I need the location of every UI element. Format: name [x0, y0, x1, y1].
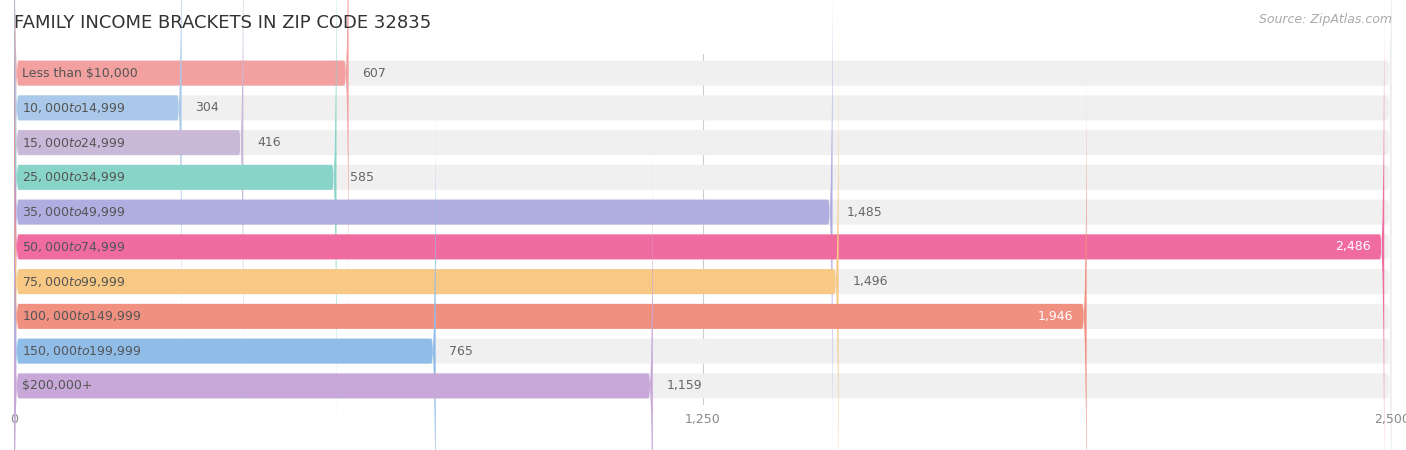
Text: $75,000 to $99,999: $75,000 to $99,999 — [22, 274, 125, 288]
Text: $35,000 to $49,999: $35,000 to $49,999 — [22, 205, 125, 219]
Text: 2,486: 2,486 — [1334, 240, 1371, 253]
FancyBboxPatch shape — [14, 0, 336, 443]
Text: 1,159: 1,159 — [666, 379, 702, 392]
Text: Less than $10,000: Less than $10,000 — [22, 67, 138, 80]
FancyBboxPatch shape — [14, 0, 1392, 374]
Text: 765: 765 — [450, 345, 474, 358]
FancyBboxPatch shape — [14, 0, 1392, 443]
FancyBboxPatch shape — [14, 0, 243, 408]
FancyBboxPatch shape — [14, 0, 181, 374]
Text: 1,946: 1,946 — [1038, 310, 1073, 323]
FancyBboxPatch shape — [14, 0, 1392, 450]
FancyBboxPatch shape — [14, 51, 1087, 450]
Text: $50,000 to $74,999: $50,000 to $74,999 — [22, 240, 125, 254]
Text: 607: 607 — [363, 67, 387, 80]
FancyBboxPatch shape — [14, 0, 349, 338]
FancyBboxPatch shape — [14, 0, 1392, 408]
FancyBboxPatch shape — [14, 16, 1392, 450]
FancyBboxPatch shape — [14, 86, 436, 450]
FancyBboxPatch shape — [14, 0, 1392, 338]
FancyBboxPatch shape — [14, 0, 832, 450]
FancyBboxPatch shape — [14, 121, 1392, 450]
Text: $100,000 to $149,999: $100,000 to $149,999 — [22, 310, 142, 324]
Text: $10,000 to $14,999: $10,000 to $14,999 — [22, 101, 125, 115]
FancyBboxPatch shape — [14, 0, 1385, 450]
Text: 304: 304 — [195, 101, 219, 114]
FancyBboxPatch shape — [14, 16, 838, 450]
Text: FAMILY INCOME BRACKETS IN ZIP CODE 32835: FAMILY INCOME BRACKETS IN ZIP CODE 32835 — [14, 14, 432, 32]
FancyBboxPatch shape — [14, 51, 1392, 450]
FancyBboxPatch shape — [14, 0, 1392, 450]
Text: Source: ZipAtlas.com: Source: ZipAtlas.com — [1258, 14, 1392, 27]
Text: $200,000+: $200,000+ — [22, 379, 93, 392]
Text: 1,496: 1,496 — [852, 275, 887, 288]
Text: $25,000 to $34,999: $25,000 to $34,999 — [22, 171, 125, 184]
Text: 585: 585 — [350, 171, 374, 184]
FancyBboxPatch shape — [14, 86, 1392, 450]
Text: $150,000 to $199,999: $150,000 to $199,999 — [22, 344, 142, 358]
Text: $15,000 to $24,999: $15,000 to $24,999 — [22, 135, 125, 149]
Text: 1,485: 1,485 — [846, 206, 882, 219]
FancyBboxPatch shape — [14, 121, 652, 450]
Text: 416: 416 — [257, 136, 281, 149]
